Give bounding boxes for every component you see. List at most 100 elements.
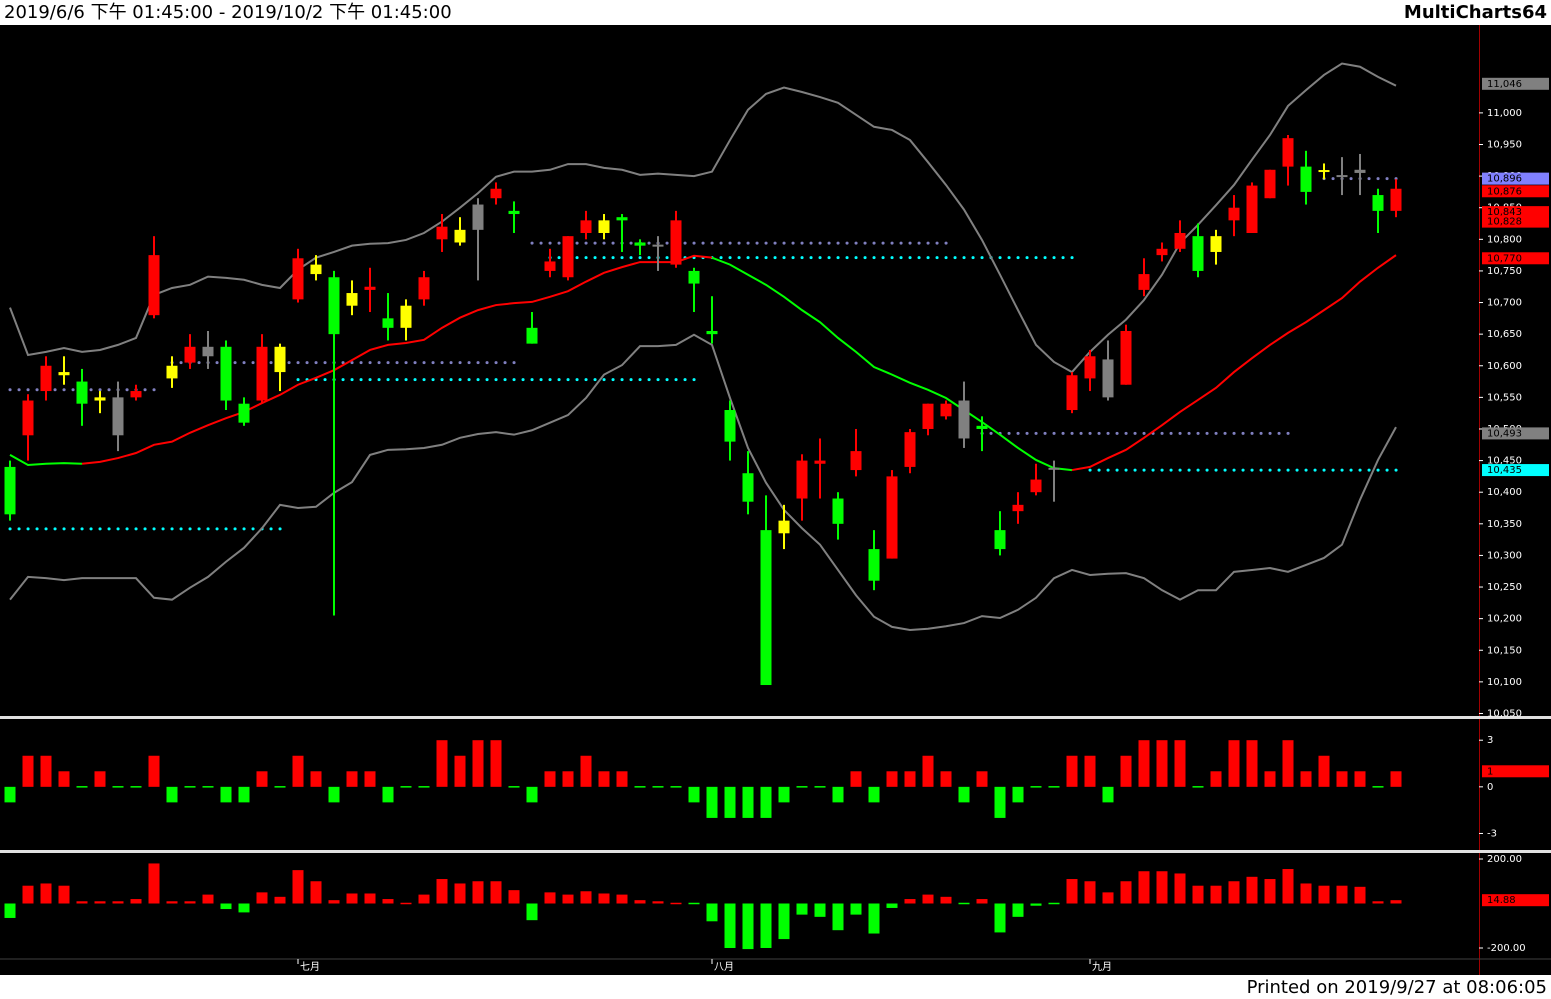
candle-body: [706, 330, 718, 335]
candle-body: [328, 277, 340, 335]
histogram-bar: [580, 891, 592, 904]
histogram-bar: [922, 894, 934, 904]
histogram-bar: [1336, 885, 1348, 904]
candle-body: [94, 397, 106, 401]
histogram-bar: [760, 786, 772, 818]
histogram-bar: [688, 786, 700, 803]
histogram-bar: [1084, 755, 1096, 787]
value-marker: [1482, 894, 1549, 907]
histogram-bar: [238, 786, 250, 803]
value-marker: [1482, 765, 1549, 778]
histogram-bar: [922, 755, 934, 787]
histogram-bar: [400, 786, 412, 788]
indicator-line: [1071, 254, 1397, 472]
value-marker: [1482, 464, 1549, 477]
histogram-bar: [166, 901, 178, 904]
candle-body: [1012, 504, 1024, 512]
histogram-bar: [130, 899, 142, 904]
histogram-bar: [832, 903, 844, 931]
histogram-bar: [1354, 886, 1366, 904]
candle-body: [166, 365, 178, 379]
chart-area: [0, 25, 1551, 975]
y-tick-label: 10,050: [1487, 708, 1522, 719]
candle-body: [4, 466, 16, 515]
candle-body: [1390, 188, 1402, 211]
panel-separator: [0, 850, 1551, 853]
histogram-bar: [346, 893, 358, 904]
histogram-bar: [220, 903, 232, 910]
histogram-bar: [364, 893, 376, 904]
histogram-bar: [814, 903, 826, 917]
histogram-bar: [940, 896, 952, 904]
histogram-bar: [490, 740, 502, 787]
candle-body: [922, 403, 934, 429]
histogram-bar: [292, 755, 304, 787]
candle-body: [562, 236, 574, 278]
histogram-bar: [490, 881, 502, 904]
histogram-bar: [328, 900, 340, 904]
y-tick-label: 10,300: [1487, 550, 1522, 561]
y-tick-label: 10,100: [1487, 677, 1522, 688]
candle-body: [184, 346, 196, 363]
y-tick-label: 0: [1487, 782, 1493, 793]
histogram-bar: [382, 786, 394, 803]
histogram-bar: [328, 786, 340, 803]
date-range: 2019/6/6 下午 01:45:00 - 2019/10/2 下午 01:4…: [4, 2, 452, 23]
histogram-bar: [166, 786, 178, 803]
candle-body: [238, 403, 250, 423]
value-marker: [1482, 215, 1549, 228]
histogram-bar: [778, 786, 790, 803]
histogram-bar: [850, 771, 862, 787]
histogram-bar: [1390, 771, 1402, 787]
histogram-bar: [562, 771, 574, 787]
candle-body: [742, 473, 754, 502]
histogram-bar: [22, 755, 34, 787]
histogram-bar: [256, 771, 268, 787]
histogram-bar: [1084, 881, 1096, 904]
footer-bar: [0, 975, 1551, 999]
histogram-bar: [1156, 740, 1168, 787]
candle-body: [148, 255, 160, 316]
histogram-bar: [436, 740, 448, 787]
histogram-bar: [238, 903, 250, 913]
histogram-bar: [778, 903, 790, 940]
print-info: Printed on 2019/9/27 at 08:06:05: [1247, 977, 1547, 998]
y-tick-label: 3: [1487, 735, 1493, 746]
histogram-bar: [184, 786, 196, 788]
candle-body: [490, 188, 502, 199]
indicator-line: [9, 333, 1397, 632]
histogram-bar: [364, 771, 376, 787]
candle-body: [760, 530, 772, 686]
candle-body: [904, 432, 916, 467]
histogram-bar: [1282, 740, 1294, 787]
histogram-bar: [1228, 740, 1240, 787]
candle-body: [22, 400, 34, 436]
histogram-bar: [274, 896, 286, 904]
candle-body: [688, 270, 700, 284]
app-name: MultiCharts64: [1404, 2, 1547, 23]
histogram-bar: [256, 892, 268, 904]
value-marker-label: 10,896: [1487, 174, 1522, 185]
histogram-bar: [958, 786, 970, 803]
histogram-bar: [1120, 755, 1132, 787]
histogram-bar: [310, 771, 322, 787]
value-marker-label: 10,843: [1487, 207, 1522, 218]
histogram-bar: [22, 885, 34, 904]
histogram-bar: [418, 786, 430, 788]
histogram-bar: [1300, 771, 1312, 787]
histogram-bar: [1354, 771, 1366, 787]
candle-body: [1354, 169, 1366, 173]
histogram-bar: [1318, 755, 1330, 787]
histogram-bar: [1210, 885, 1222, 904]
candle-body: [58, 372, 70, 376]
histogram-bar: [1228, 881, 1240, 904]
y-tick-label: 10,550: [1487, 392, 1522, 403]
histogram-bar: [1372, 786, 1384, 788]
candle-body: [130, 391, 142, 398]
value-marker-label: 10,493: [1487, 428, 1522, 439]
histogram-bar: [994, 786, 1006, 818]
histogram-bar: [1336, 771, 1348, 787]
candle-body: [1048, 467, 1060, 470]
histogram-bar: [274, 786, 286, 788]
value-marker-label: 10,435: [1487, 465, 1522, 476]
